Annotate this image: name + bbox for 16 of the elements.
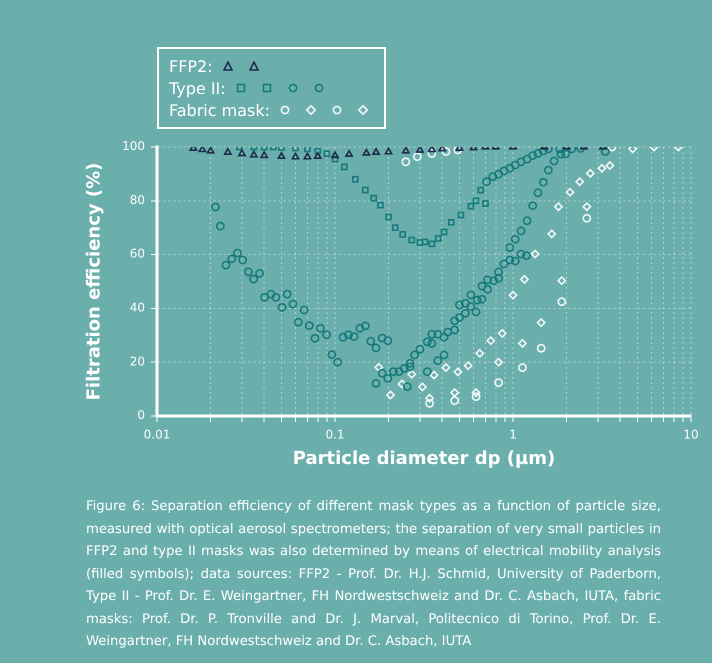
- legend-label: Type II:: [169, 78, 226, 98]
- x-axis-title: Particle diameter dp (µm): [292, 448, 556, 469]
- y-tick-label: 0: [137, 408, 145, 422]
- x-tick-label: 0.1: [325, 427, 345, 442]
- y-tick-label: 40: [130, 300, 145, 315]
- x-tick-label: 1: [509, 427, 517, 442]
- caption: Figure 6: Separation efficiency of different mask types as a function of particle size, measured with optical aerosol spectrometers; the separation of very small particles in FFP2 and type II masks was also determined by means of electrical mobility analysis (filled symbols); data sources: FFP2 - Prof. Dr. H.J. Schmid, University of Paderborn, Type II - Prof. Dr. E. Weingartner, FH Nordwestschweiz and Dr. C. Asbach, IUTA, fabric masks: Prof. Dr. P. Tronville and Dr. J. Marval, Politecnico di Torino, Prof. Dr. E. Weingartner, FH Nordwestschweiz and Dr. C. Asbach, IUTA: [86, 498, 661, 651]
- y-tick-label: 80: [130, 192, 145, 207]
- y-tick-label: 60: [130, 246, 145, 261]
- y-axis-title: Filtration efficiency (%): [83, 162, 104, 400]
- y-tick-label: 100: [122, 139, 145, 154]
- x-tick-label: 10: [683, 427, 699, 442]
- x-tick-label: 0.01: [144, 427, 170, 442]
- legend-label: Fabric mask:: [169, 100, 270, 120]
- y-tick-label: 20: [130, 354, 145, 368]
- legend-label: FFP2:: [169, 56, 213, 76]
